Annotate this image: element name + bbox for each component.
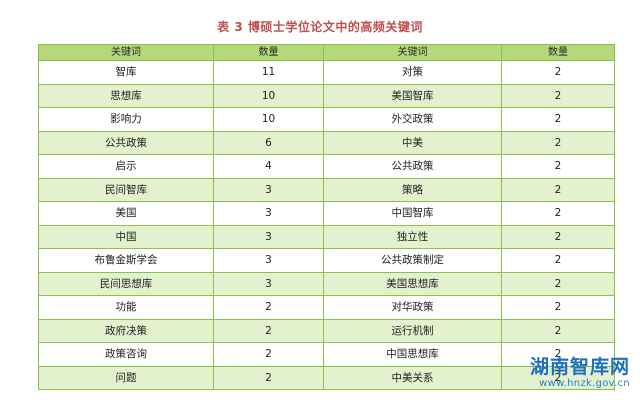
- table-row: 思想库 10 美国智库 2: [38, 83, 615, 108]
- count-cell: 2: [501, 342, 615, 367]
- keyword-cell: 政策咨询: [38, 342, 214, 367]
- keyword-cell: 策略: [323, 177, 502, 202]
- count-cell: 2: [213, 365, 324, 390]
- keyword-cell: 影响力: [38, 107, 214, 132]
- keyword-cell: 中国: [38, 224, 214, 249]
- table-row: 问题 2 中美关系 2: [38, 365, 615, 390]
- count-cell: 3: [213, 224, 324, 249]
- count-cell: 3: [213, 201, 324, 226]
- count-cell: 2: [501, 318, 615, 343]
- keyword-cell: 运行机制: [323, 318, 502, 343]
- count-cell: 2: [213, 318, 324, 343]
- count-cell: 2: [501, 130, 615, 155]
- count-cell: 2: [501, 271, 615, 296]
- count-cell: 2: [501, 60, 615, 85]
- table-header-row: 关键词 数量 关键词 数量: [38, 44, 615, 61]
- table-title: 表 3 博硕士学位论文中的高频关键词: [217, 20, 423, 34]
- count-cell: 2: [213, 295, 324, 320]
- keyword-cell: 智库: [38, 60, 214, 85]
- count-cell: 3: [213, 177, 324, 202]
- keyword-cell: 民间思想库: [38, 271, 214, 296]
- keyword-cell: 对策: [323, 60, 502, 85]
- table-row: 布鲁金斯学会 3 公共政策制定 2: [38, 248, 615, 273]
- table-row: 政府决策 2 运行机制 2: [38, 318, 615, 343]
- keyword-cell: 外交政策: [323, 107, 502, 132]
- count-cell: 2: [501, 224, 615, 249]
- keyword-cell: 中国智库: [323, 201, 502, 226]
- count-cell: 2: [501, 83, 615, 108]
- keyword-cell: 问题: [38, 365, 214, 390]
- count-cell: 6: [213, 130, 324, 155]
- table-row: 公共政策 6 中美 2: [38, 130, 615, 155]
- table-row: 影响力 10 外交政策 2: [38, 107, 615, 132]
- keyword-cell: 民间智库: [38, 177, 214, 202]
- table-row: 智库 11 对策 2: [38, 60, 615, 85]
- keyword-cell: 政府决策: [38, 318, 214, 343]
- keyword-cell: 美国智库: [323, 83, 502, 108]
- count-cell: 11: [213, 60, 324, 85]
- count-cell: 2: [501, 295, 615, 320]
- table-row: 启示 4 公共政策 2: [38, 154, 615, 179]
- count-cell: 2: [501, 154, 615, 179]
- count-cell: 10: [213, 107, 324, 132]
- count-cell: 2: [501, 248, 615, 273]
- keyword-cell: 功能: [38, 295, 214, 320]
- count-cell: 2: [501, 107, 615, 132]
- count-cell: 10: [213, 83, 324, 108]
- table-row: 功能 2 对华政策 2: [38, 295, 615, 320]
- table-row: 美国 3 中国智库 2: [38, 201, 615, 226]
- keyword-cell: 布鲁金斯学会: [38, 248, 214, 273]
- table-row: 政策咨询 2 中国思想库 2: [38, 342, 615, 367]
- keyword-cell: 启示: [38, 154, 214, 179]
- keyword-cell: 公共政策: [323, 154, 502, 179]
- header-keyword-2: 关键词: [323, 44, 502, 61]
- count-cell: 2: [501, 201, 615, 226]
- count-cell: 4: [213, 154, 324, 179]
- keyword-cell: 公共政策制定: [323, 248, 502, 273]
- keyword-cell: 中美: [323, 130, 502, 155]
- header-count-2: 数量: [501, 44, 615, 61]
- keyword-cell: 美国思想库: [323, 271, 502, 296]
- keyword-cell: 对华政策: [323, 295, 502, 320]
- keyword-table: 关键词 数量 关键词 数量 智库 11 对策 2 思想库 10 美国智库 2 影…: [38, 44, 615, 390]
- count-cell: 3: [213, 271, 324, 296]
- keyword-cell: 思想库: [38, 83, 214, 108]
- keyword-cell: 美国: [38, 201, 214, 226]
- keyword-cell: 中国思想库: [323, 342, 502, 367]
- header-keyword-1: 关键词: [38, 44, 214, 61]
- table-row: 民间智库 3 策略 2: [38, 177, 615, 202]
- keyword-cell: 独立性: [323, 224, 502, 249]
- count-cell: 2: [501, 365, 615, 390]
- table-row: 民间思想库 3 美国思想库 2: [38, 271, 615, 296]
- header-count-1: 数量: [213, 44, 324, 61]
- keyword-cell: 公共政策: [38, 130, 214, 155]
- count-cell: 2: [501, 177, 615, 202]
- count-cell: 2: [213, 342, 324, 367]
- count-cell: 3: [213, 248, 324, 273]
- table-row: 中国 3 独立性 2: [38, 224, 615, 249]
- keyword-cell: 中美关系: [323, 365, 502, 390]
